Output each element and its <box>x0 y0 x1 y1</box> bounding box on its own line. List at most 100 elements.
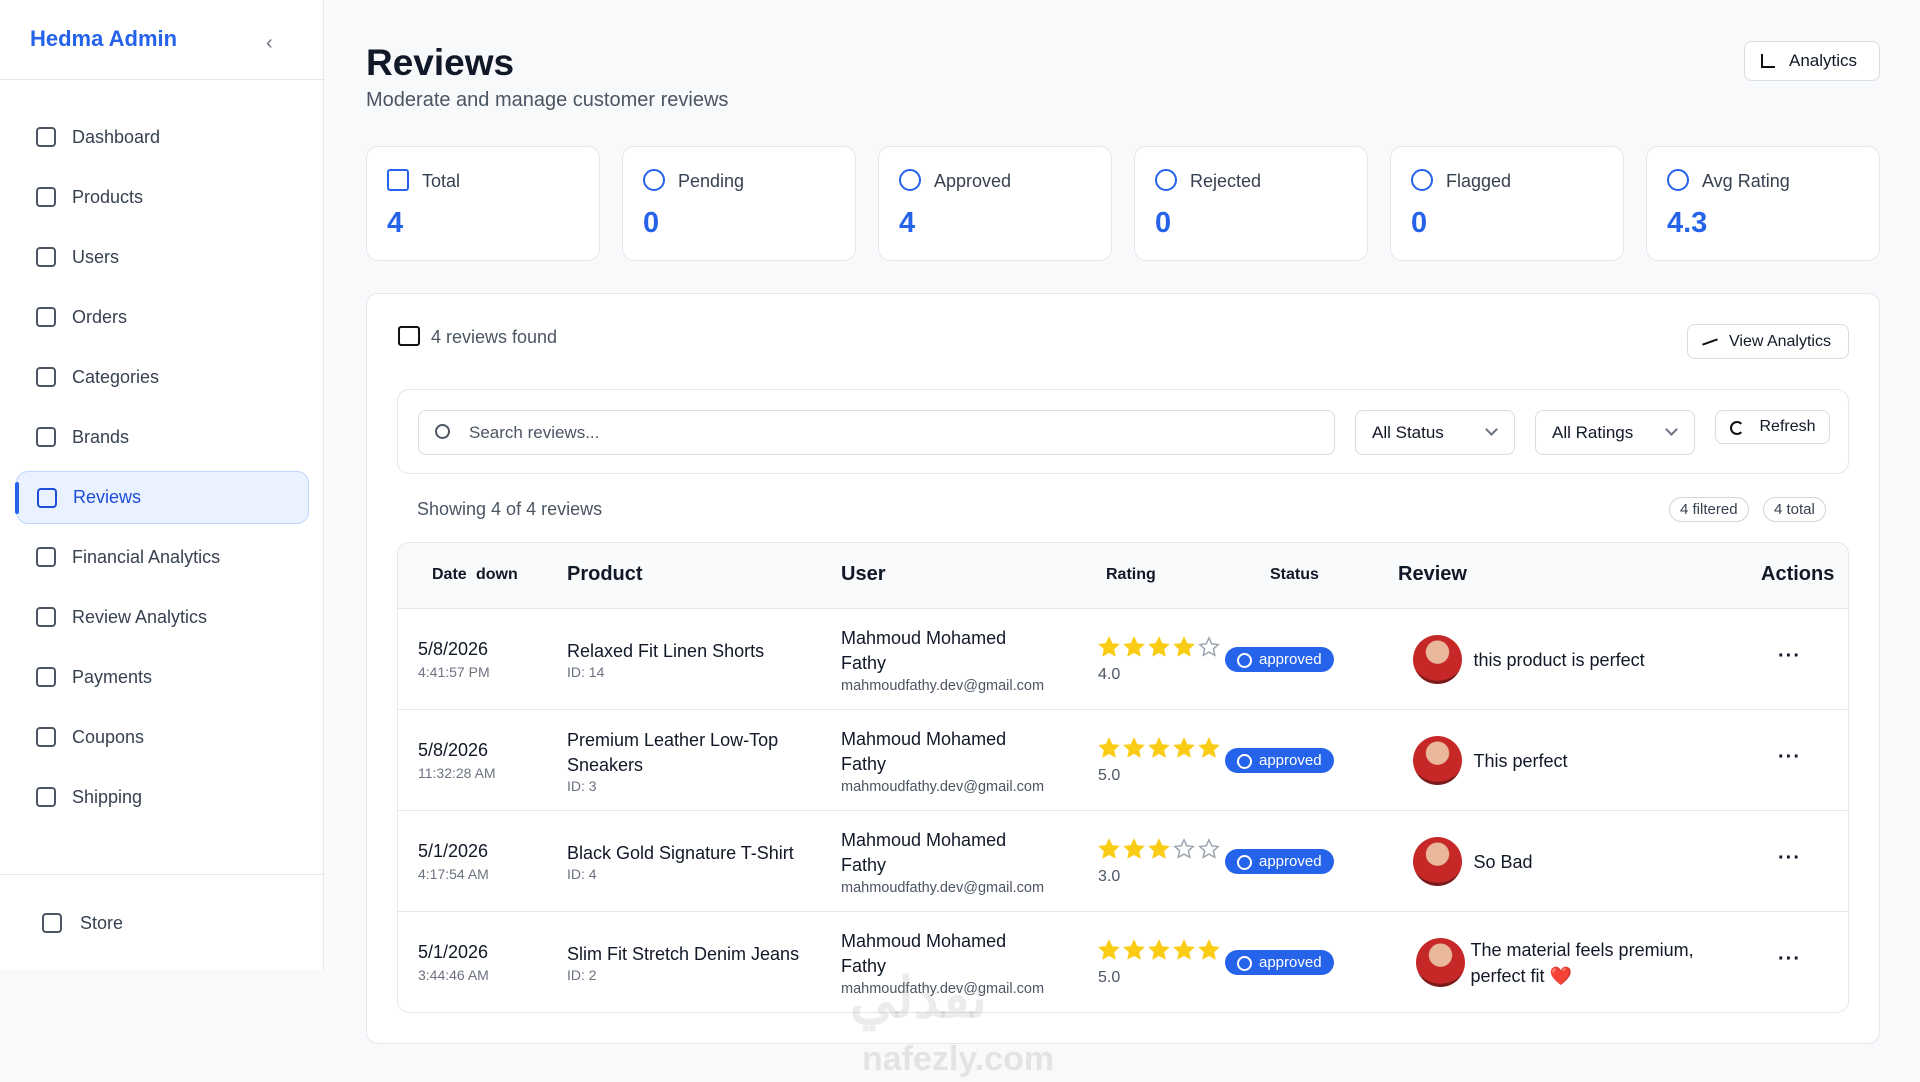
product-name: Premium Leather Low-Top Sneakers <box>567 729 779 775</box>
nav-item[interactable]: Orders <box>16 291 309 344</box>
nav-label: Brands <box>72 427 130 447</box>
nav-icon <box>36 307 56 327</box>
date-cell: 5/1/2026 3:44:46 AM <box>418 912 489 1012</box>
user-cell: Mahmoud Mohamed Fathy mahmoudfathy.dev@gm… <box>841 912 1056 1012</box>
stat-label: Rejected <box>1190 171 1262 191</box>
stat-value: 0 <box>643 207 660 239</box>
time: 3:44:46 AM <box>418 967 489 983</box>
rating-label: 5.0 <box>1098 968 1121 986</box>
nav-item[interactable]: Categories <box>16 351 309 404</box>
collapse-button[interactable]: ‹ <box>266 32 273 54</box>
column-header: Actions <box>1761 563 1835 585</box>
user-name: Mahmoud Mohamed Fathy <box>841 930 1007 976</box>
user-email: mahmoudfathy.dev@gmail.com <box>841 778 1045 795</box>
column-header[interactable]: Status <box>1270 566 1319 583</box>
status-badge: approved <box>1225 950 1334 975</box>
rating-cell: 5.0 <box>1098 710 1220 811</box>
nav-label: Categories <box>72 367 160 387</box>
nav-item[interactable]: Products <box>16 171 309 224</box>
brand[interactable]: Hedma Admin <box>30 26 178 51</box>
nav-item[interactable]: Users <box>16 231 309 284</box>
time: 4:41:57 PM <box>418 664 490 680</box>
nav-item[interactable]: Payments <box>16 651 309 704</box>
status-cell: approved <box>1225 811 1334 912</box>
user-name: Mahmoud Mohamed Fathy <box>841 728 1007 774</box>
nav-label: Products <box>72 187 144 207</box>
analytics-button[interactable]: Analytics <box>1744 41 1880 81</box>
product-name: Black Gold Signature T-Shirt <box>567 843 794 863</box>
stat-label: Approved <box>934 171 1012 191</box>
status-filter[interactable]: All Status <box>1355 410 1515 455</box>
stars <box>1098 938 1220 961</box>
user-cell: Mahmoud Mohamed Fathy mahmoudfathy.dev@gm… <box>841 710 1056 811</box>
product-name: Relaxed Fit Linen Shorts <box>567 641 765 661</box>
nav-icon <box>36 127 56 147</box>
date-cell: 5/8/2026 4:41:57 PM <box>418 609 490 710</box>
nav-item[interactable]: Dashboard <box>16 111 309 164</box>
column-header[interactable]: Date <box>432 566 467 583</box>
nav-item[interactable]: Coupons <box>16 711 309 764</box>
view-analytics-button[interactable]: View Analytics <box>1687 324 1849 359</box>
nav-label: Financial Analytics <box>72 547 221 567</box>
stat-card: Approved 4 <box>878 146 1112 261</box>
nav-item[interactable]: Review Analytics <box>16 591 309 644</box>
rating-label: 4.0 <box>1098 665 1121 683</box>
stat-icon <box>899 169 921 191</box>
stars <box>1098 736 1220 759</box>
nav-icon <box>36 367 56 387</box>
rating-filter[interactable]: All Ratings <box>1535 410 1695 455</box>
actions-button[interactable]: ··· <box>1778 948 1801 970</box>
review-text: So Bad <box>1473 851 1533 872</box>
review-cell: The material feels premium, perfect fit … <box>1398 912 1718 1012</box>
review-text: this product is perfect <box>1473 649 1645 670</box>
button-label: View Analytics <box>1729 332 1831 350</box>
nav-item[interactable]: Brands <box>16 411 309 464</box>
stat-icon <box>1667 169 1689 191</box>
store-label: Store <box>80 913 124 933</box>
nav-item[interactable]: Shipping <box>16 771 309 824</box>
status-cell: approved <box>1225 912 1334 1012</box>
user-name: Mahmoud Mohamed Fathy <box>841 627 1007 673</box>
date-cell: 5/1/2026 4:17:54 AM <box>418 811 489 912</box>
stat-icon <box>643 169 665 191</box>
nav-icon <box>36 607 56 627</box>
nav-label: Payments <box>72 667 153 687</box>
nav-icon <box>36 187 56 207</box>
rating-cell: 5.0 <box>1098 912 1220 1012</box>
user-email: mahmoudfathy.dev@gmail.com <box>841 677 1045 694</box>
date: 5/1/2026 <box>418 841 489 861</box>
date: 5/8/2026 <box>418 639 489 659</box>
actions-button[interactable]: ··· <box>1778 746 1801 768</box>
product-id: ID: 14 <box>567 664 605 680</box>
nav-item[interactable]: Reviews <box>15 471 309 524</box>
reviews-panel: 4 reviews found View Analytics Search re… <box>366 293 1880 1044</box>
actions-button[interactable]: ··· <box>1778 645 1801 667</box>
refresh-button[interactable]: Refresh <box>1715 410 1830 444</box>
total-badge: 4 total <box>1763 497 1826 522</box>
column-header: Review <box>1398 563 1467 585</box>
rating-cell: 4.0 <box>1098 609 1220 710</box>
search-input[interactable]: Search reviews... <box>418 410 1335 455</box>
nav-icon <box>36 547 56 567</box>
icon <box>398 326 420 346</box>
filter-bar: Search reviews... All Status All Ratings… <box>397 389 1849 474</box>
status-cell: approved <box>1225 609 1334 710</box>
nav-item[interactable]: Financial Analytics <box>16 531 309 584</box>
product-cell: Premium Leather Low-Top Sneakers ID: 3 <box>567 710 807 811</box>
watermark: nafezly.com <box>862 1040 1055 1078</box>
nav-icon <box>36 787 56 807</box>
date: 5/8/2026 <box>418 740 489 760</box>
page-subtitle: Moderate and manage customer reviews <box>366 89 729 111</box>
review-cell: this product is perfect <box>1398 609 1718 710</box>
stat-card: Pending 0 <box>622 146 856 261</box>
actions-button[interactable]: ··· <box>1778 847 1801 869</box>
user-cell: Mahmoud Mohamed Fathy mahmoudfathy.dev@gm… <box>841 811 1056 912</box>
status-badge: approved <box>1225 849 1334 874</box>
store-link[interactable]: Store <box>16 897 309 950</box>
rating-label: 3.0 <box>1098 867 1121 885</box>
review-cell: So Bad <box>1398 811 1718 912</box>
column-header[interactable]: Rating <box>1106 566 1156 583</box>
nav-label: Dashboard <box>72 127 161 147</box>
stat-value: 4.3 <box>1667 207 1708 239</box>
